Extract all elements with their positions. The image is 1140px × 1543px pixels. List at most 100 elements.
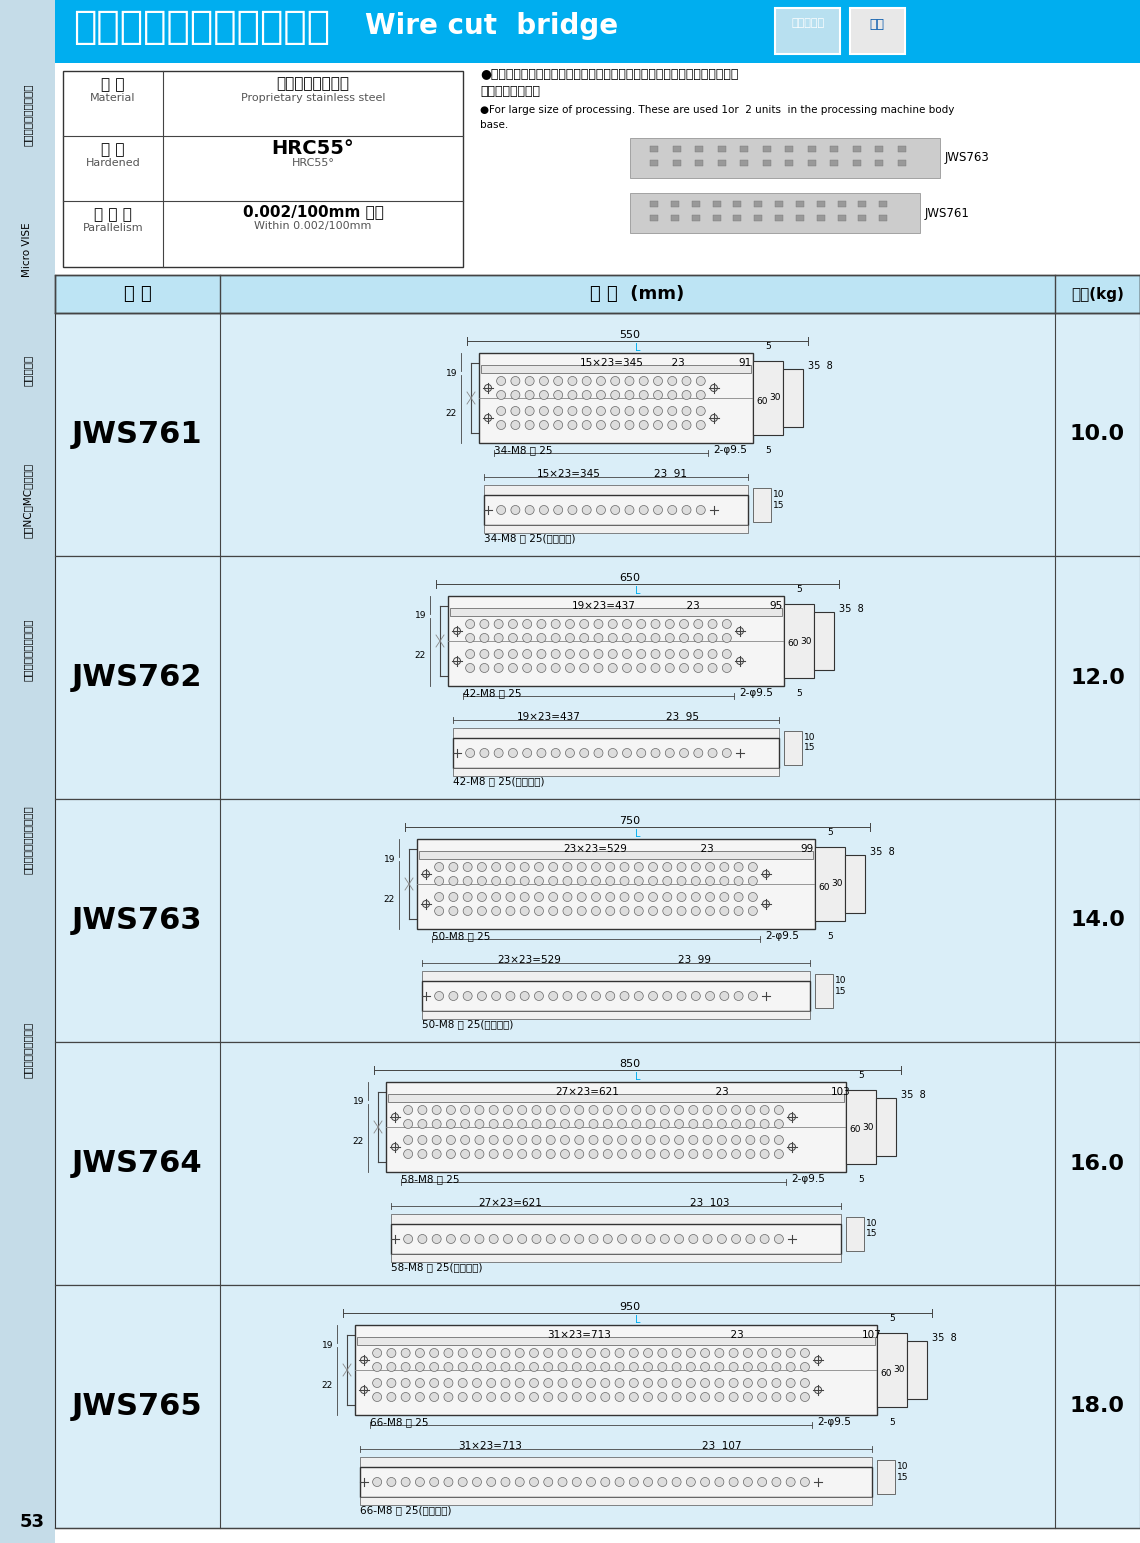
Circle shape	[730, 1478, 738, 1486]
Text: 15: 15	[804, 744, 815, 753]
Text: 35  8: 35 8	[933, 1333, 956, 1342]
Text: 22: 22	[321, 1381, 333, 1390]
Circle shape	[475, 1136, 483, 1145]
Circle shape	[511, 390, 520, 400]
Circle shape	[649, 992, 658, 1000]
Text: L: L	[635, 1072, 641, 1082]
Circle shape	[691, 992, 700, 1000]
Circle shape	[497, 506, 506, 514]
Bar	[692, 214, 700, 221]
Bar	[755, 214, 763, 221]
Text: JWS764: JWS764	[72, 1150, 203, 1177]
Circle shape	[544, 1478, 553, 1486]
Circle shape	[677, 876, 686, 886]
Bar	[360, 1497, 872, 1504]
Bar	[850, 8, 905, 54]
Bar	[484, 485, 748, 495]
Text: JWS763: JWS763	[72, 906, 203, 935]
Text: 60: 60	[819, 883, 830, 892]
Circle shape	[535, 876, 544, 886]
Circle shape	[673, 1378, 681, 1387]
Circle shape	[539, 376, 548, 386]
Circle shape	[719, 876, 728, 886]
Text: 66-M8 深 25: 66-M8 深 25	[370, 1416, 429, 1427]
Circle shape	[800, 1392, 809, 1401]
Text: 精密ステンレスバイス: 精密ステンレスバイス	[23, 83, 33, 147]
Bar	[481, 366, 751, 373]
Text: 質量(kg): 質量(kg)	[1072, 287, 1124, 301]
Circle shape	[682, 390, 691, 400]
Circle shape	[489, 1136, 498, 1145]
Circle shape	[572, 1362, 581, 1372]
Circle shape	[616, 1378, 624, 1387]
Circle shape	[706, 863, 715, 872]
Circle shape	[580, 650, 588, 659]
Circle shape	[668, 421, 677, 429]
Text: 650: 650	[619, 572, 640, 583]
Circle shape	[537, 650, 546, 659]
Circle shape	[708, 663, 717, 673]
Circle shape	[568, 406, 577, 415]
Circle shape	[463, 906, 472, 915]
Bar	[55, 1042, 1140, 1285]
Circle shape	[758, 1478, 766, 1486]
Circle shape	[404, 1234, 413, 1244]
Circle shape	[748, 876, 757, 886]
Circle shape	[504, 1234, 513, 1244]
Circle shape	[644, 1349, 652, 1358]
Circle shape	[586, 1378, 595, 1387]
Circle shape	[432, 1150, 441, 1159]
Circle shape	[746, 1105, 755, 1114]
Circle shape	[577, 876, 586, 886]
Bar	[846, 1089, 876, 1163]
Circle shape	[563, 906, 572, 915]
Circle shape	[605, 906, 614, 915]
Circle shape	[565, 619, 575, 628]
Circle shape	[535, 906, 544, 915]
Bar	[845, 855, 865, 913]
Circle shape	[701, 1362, 709, 1372]
Circle shape	[622, 748, 632, 758]
Text: 寸 法  (mm): 寸 法 (mm)	[591, 285, 685, 302]
Circle shape	[649, 892, 658, 901]
Bar	[815, 974, 833, 1008]
Circle shape	[748, 906, 757, 915]
Text: 66-M8 深 25(反対面含): 66-M8 深 25(反対面含)	[360, 1504, 451, 1515]
Circle shape	[548, 876, 557, 886]
Circle shape	[708, 634, 717, 642]
Circle shape	[732, 1105, 741, 1114]
Circle shape	[701, 1378, 709, 1387]
Circle shape	[520, 906, 529, 915]
Circle shape	[787, 1349, 796, 1358]
Circle shape	[480, 650, 489, 659]
Circle shape	[603, 1234, 612, 1244]
Circle shape	[592, 992, 601, 1000]
Text: Parallelism: Parallelism	[83, 224, 144, 233]
Circle shape	[760, 1120, 770, 1128]
Circle shape	[774, 1120, 783, 1128]
Circle shape	[658, 1392, 667, 1401]
Bar	[775, 214, 783, 221]
Circle shape	[603, 1120, 612, 1128]
Text: 材 質: 材 質	[101, 77, 124, 93]
Circle shape	[535, 863, 544, 872]
Text: 950: 950	[619, 1302, 640, 1312]
Circle shape	[679, 663, 689, 673]
Circle shape	[644, 1362, 652, 1372]
Circle shape	[544, 1349, 553, 1358]
Circle shape	[548, 863, 557, 872]
Circle shape	[743, 1478, 752, 1486]
Circle shape	[537, 619, 546, 628]
Circle shape	[662, 906, 671, 915]
Circle shape	[461, 1234, 470, 1244]
Circle shape	[787, 1362, 796, 1372]
Circle shape	[401, 1392, 410, 1401]
Circle shape	[723, 663, 732, 673]
Circle shape	[472, 1392, 481, 1401]
Circle shape	[748, 892, 757, 901]
Circle shape	[618, 1150, 627, 1159]
Circle shape	[544, 1378, 553, 1387]
Circle shape	[679, 748, 689, 758]
Circle shape	[480, 634, 489, 642]
Circle shape	[675, 1150, 684, 1159]
